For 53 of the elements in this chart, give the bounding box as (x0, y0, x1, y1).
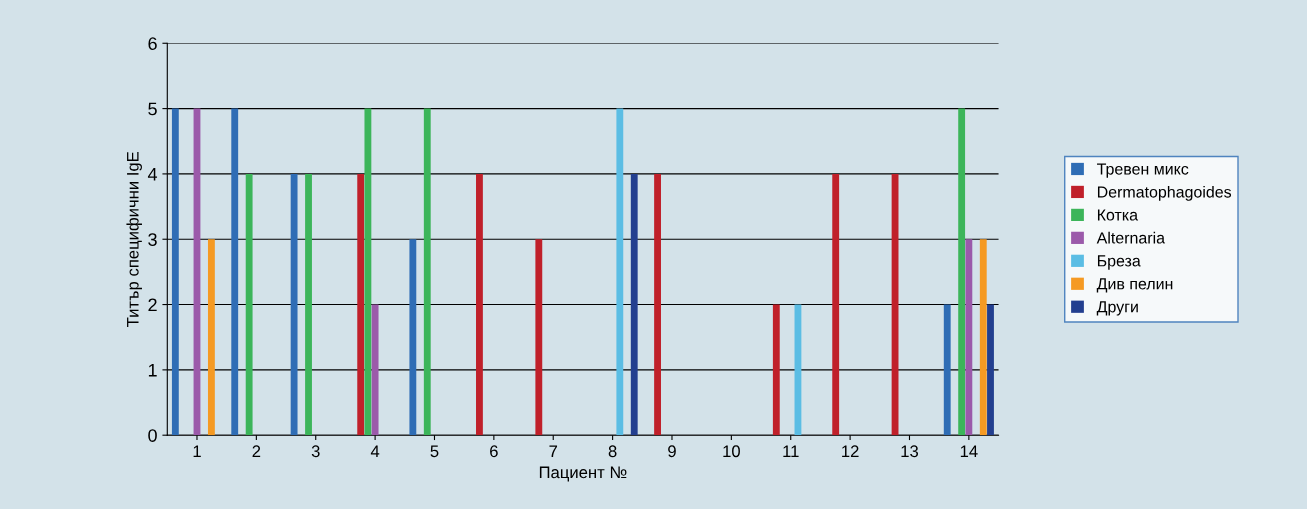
x-tick-label: 11 (783, 445, 799, 457)
bar (371, 304, 379, 436)
bar (423, 108, 431, 436)
bar (245, 173, 253, 436)
bar (772, 304, 780, 436)
x-tick-label: 10 (723, 445, 740, 458)
x-tick-label: 14 (960, 445, 978, 457)
x-tick-label: 3 (311, 445, 320, 458)
legend-label: Тревен микс (1097, 163, 1189, 178)
bar (958, 108, 966, 436)
bar (616, 108, 624, 436)
y-tick-label: 3 (148, 233, 157, 246)
y-tick-label: 2 (148, 298, 157, 312)
legend-label: Див пелин (1096, 278, 1173, 293)
x-tick-label: 2 (252, 445, 261, 457)
bar (979, 239, 987, 436)
legend-label: Котка (1097, 209, 1139, 221)
bar (357, 173, 365, 436)
bar (409, 239, 417, 436)
bar (943, 304, 951, 436)
y-tick-label: 4 (147, 168, 158, 181)
x-tick-label: 7 (549, 445, 558, 457)
x-tick-label: 6 (490, 445, 498, 458)
bar (832, 173, 840, 436)
bar (965, 239, 973, 436)
x-tick-label: 13 (901, 445, 919, 458)
legend-label: Alternaria (1096, 231, 1166, 244)
bar (305, 173, 312, 436)
bar (987, 304, 994, 436)
bar (207, 239, 215, 436)
x-tick-label: 12 (842, 445, 859, 457)
legend-label: Dermatophagoides (1097, 185, 1232, 201)
y-tick-label: 5 (148, 102, 157, 116)
y-axis-title: Титър специфични IgE (126, 151, 142, 327)
y-tick-label: 0 (148, 429, 157, 442)
legend-label: Бреза (1097, 255, 1141, 270)
bar (231, 108, 239, 436)
legend-label: Други (1096, 301, 1138, 316)
x-axis-title: Пациент № (539, 466, 627, 482)
x-tick-label: 8 (608, 445, 617, 458)
x-tick-label: 4 (370, 445, 380, 457)
x-tick-label: 1 (193, 445, 201, 457)
x-tick-label: 5 (430, 445, 439, 458)
x-tick-label: 9 (668, 445, 676, 458)
bar (171, 108, 179, 436)
bar (654, 173, 661, 436)
bar (476, 173, 483, 436)
bar (630, 173, 638, 436)
y-tick-label: 6 (148, 37, 157, 50)
bar (364, 108, 372, 436)
bar (290, 173, 298, 436)
y-tick-label: 1 (148, 363, 157, 377)
bar (535, 239, 543, 436)
